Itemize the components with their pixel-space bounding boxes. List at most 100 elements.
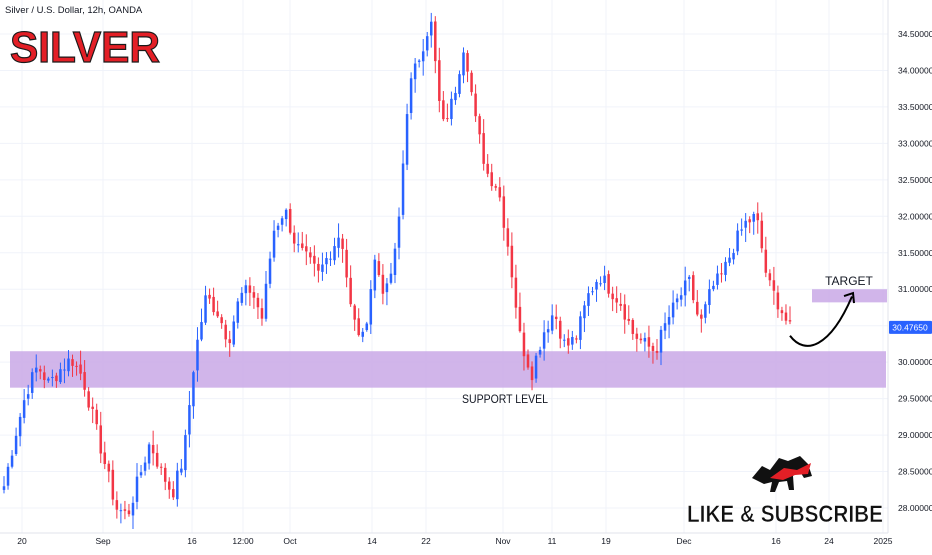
candle-body bbox=[87, 391, 90, 408]
candle-body bbox=[147, 444, 151, 464]
candle-body bbox=[615, 298, 618, 303]
candle-body bbox=[55, 375, 58, 382]
candle-body bbox=[623, 304, 626, 320]
candle-body bbox=[700, 314, 703, 319]
candle-body bbox=[591, 291, 594, 293]
candle-body bbox=[361, 331, 364, 337]
candle-body bbox=[401, 163, 405, 215]
candle-body bbox=[679, 295, 683, 300]
candle-body bbox=[260, 308, 264, 319]
time-scale[interactable]: 20 Sep 16 12:00 Oct 14 22 Nov 11 19 Dec 16 24 2025 bbox=[17, 536, 892, 546]
candle-body bbox=[542, 332, 546, 349]
candle-body bbox=[220, 317, 223, 324]
candle-body bbox=[675, 298, 679, 303]
candle-body bbox=[131, 502, 135, 516]
candle-body bbox=[10, 455, 14, 467]
candle-body bbox=[667, 317, 671, 325]
candle-body bbox=[474, 93, 477, 117]
candle-body bbox=[296, 244, 300, 246]
time-tick-label: 24 bbox=[824, 536, 834, 546]
forecast-arrow-icon bbox=[789, 296, 853, 347]
candle-body bbox=[317, 263, 320, 271]
candle-body bbox=[329, 258, 332, 260]
support-zone bbox=[10, 351, 886, 388]
candle-body bbox=[466, 53, 469, 72]
candle-body bbox=[498, 187, 502, 198]
candle-body bbox=[264, 283, 268, 319]
candle-body bbox=[409, 78, 413, 113]
candle-body bbox=[768, 273, 772, 281]
candle-body bbox=[470, 72, 473, 93]
candle-body bbox=[696, 301, 699, 315]
candle-body bbox=[313, 255, 316, 264]
candle-body bbox=[22, 400, 26, 418]
candle-body bbox=[123, 509, 127, 511]
candle-body bbox=[534, 355, 538, 379]
candle-body bbox=[704, 304, 707, 318]
candle-body bbox=[216, 311, 219, 317]
candle-body bbox=[26, 394, 30, 399]
symbol-description: Silver / U.S. Dollar, 12h, OANDA bbox=[5, 5, 143, 16]
candle-body bbox=[43, 372, 46, 381]
candle-body bbox=[168, 481, 171, 490]
candle-body bbox=[788, 320, 792, 322]
candle-body bbox=[663, 323, 667, 331]
candle-body bbox=[421, 51, 425, 62]
candle-body bbox=[393, 248, 397, 276]
candle-body bbox=[671, 302, 675, 318]
candle-body bbox=[212, 296, 215, 313]
candle-body bbox=[494, 186, 498, 188]
candles bbox=[2, 12, 792, 530]
candle-body bbox=[51, 377, 54, 379]
candle-body bbox=[71, 359, 74, 366]
time-tick-label: 16 bbox=[187, 536, 197, 546]
candle-body bbox=[736, 230, 739, 252]
candle-body bbox=[486, 163, 489, 174]
candle-body bbox=[708, 289, 711, 306]
candle-body bbox=[30, 372, 34, 393]
candle-body bbox=[276, 225, 280, 230]
candle-body bbox=[14, 435, 18, 454]
candle-body bbox=[95, 409, 98, 425]
candle-body bbox=[127, 510, 131, 515]
candle-body bbox=[776, 292, 780, 310]
candle-body bbox=[341, 238, 344, 249]
candle-body bbox=[208, 294, 211, 299]
candle-body bbox=[79, 364, 82, 374]
candle-body bbox=[204, 295, 207, 323]
candle-body bbox=[571, 337, 574, 345]
candle-body bbox=[325, 258, 328, 265]
candle-body bbox=[522, 332, 526, 357]
candle-body bbox=[635, 333, 639, 339]
candle-body bbox=[321, 264, 324, 272]
candle-body bbox=[530, 366, 534, 381]
candle-body bbox=[309, 252, 312, 258]
candle-body bbox=[490, 172, 493, 187]
candle-body bbox=[111, 469, 115, 500]
candle-body bbox=[502, 196, 506, 228]
candle-body bbox=[67, 358, 70, 372]
candle-body bbox=[514, 277, 518, 308]
candle-body bbox=[764, 249, 768, 273]
candle-body bbox=[353, 305, 356, 320]
candle-body bbox=[518, 306, 522, 332]
candle-body bbox=[510, 245, 514, 278]
candle-body bbox=[446, 118, 449, 120]
price-scale[interactable]: 28.00000 28.50000 29.00000 29.50000 30.00000… bbox=[898, 29, 932, 513]
candle-body bbox=[538, 349, 542, 355]
candle-body bbox=[155, 452, 159, 467]
candle-body bbox=[784, 312, 788, 321]
candle-body bbox=[405, 114, 409, 165]
candle-body bbox=[756, 213, 760, 221]
candle-body bbox=[151, 444, 155, 454]
candle-body bbox=[244, 285, 248, 294]
candle-body bbox=[47, 378, 50, 381]
price-tick-label: 33.00000 bbox=[898, 138, 932, 148]
candle-body bbox=[83, 372, 86, 390]
candle-body bbox=[301, 243, 304, 248]
candle-body bbox=[454, 92, 457, 101]
candle-body bbox=[200, 322, 203, 340]
candle-body bbox=[63, 369, 66, 371]
